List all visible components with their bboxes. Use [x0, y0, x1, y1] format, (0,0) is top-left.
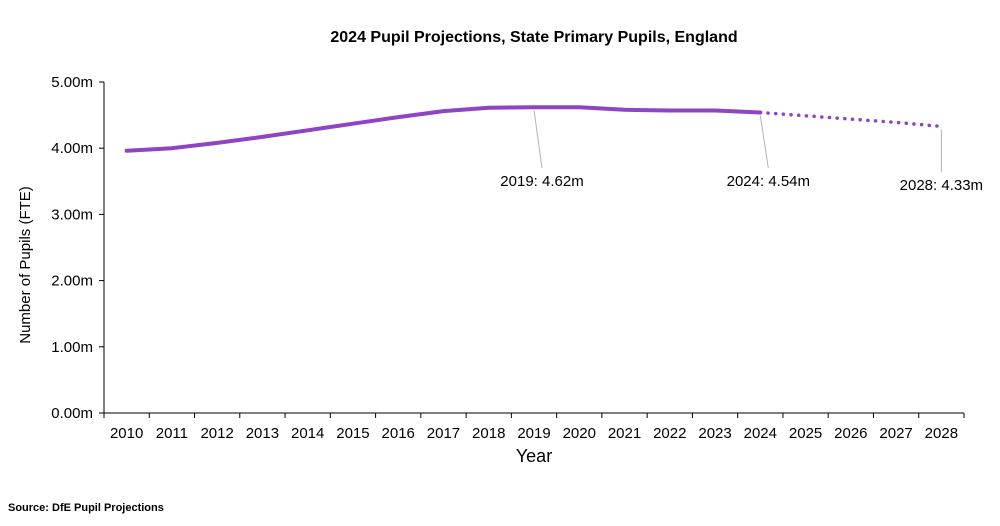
y-tick-label: 3.00m — [51, 206, 93, 223]
data-label: 2028: 4.33m — [900, 177, 983, 194]
source-note: Source: DfE Pupil Projections — [8, 502, 164, 514]
x-axis-title: Year — [516, 446, 552, 466]
x-tick-label: 2019 — [517, 425, 550, 442]
x-tick-label: 2018 — [472, 425, 505, 442]
y-tick-label: 5.00m — [51, 74, 93, 91]
x-tick-label: 2024 — [744, 425, 777, 442]
annotation-leader-line — [759, 115, 769, 169]
x-tick-label: 2014 — [291, 425, 324, 442]
x-tick-label: 2026 — [834, 425, 867, 442]
x-tick-label: 2016 — [382, 425, 415, 442]
x-tick-label: 2020 — [563, 425, 596, 442]
x-tick-label: 2023 — [698, 425, 731, 442]
y-tick-label: 0.00m — [51, 405, 93, 422]
x-tick-label: 2025 — [789, 425, 822, 442]
line-chart: 2024 Pupil Projections, State Primary Pu… — [17, 29, 983, 466]
x-tick-label: 2012 — [200, 425, 233, 442]
y-axis-title: Number of Pupils (FTE) — [17, 186, 34, 344]
annotation-leader-line — [533, 110, 543, 169]
y-tick-label: 2.00m — [51, 273, 93, 290]
x-tick-label: 2022 — [653, 425, 686, 442]
y-tick-label: 4.00m — [51, 140, 93, 157]
actual-series-line — [124, 105, 763, 153]
x-tick-label: 2011 — [156, 425, 188, 442]
x-tick-label: 2013 — [246, 425, 279, 442]
x-tick-label: 2015 — [336, 425, 369, 442]
x-tick-label: 2028 — [925, 425, 958, 442]
y-tick-label: 1.00m — [51, 339, 93, 356]
data-label: 2019: 4.62m — [500, 173, 583, 190]
x-tick-label: 2017 — [427, 425, 460, 442]
x-tick-label: 2027 — [879, 425, 912, 442]
x-tick-label: 2021 — [608, 425, 641, 442]
projected-series-line — [758, 110, 944, 129]
chart-title: 2024 Pupil Projections, State Primary Pu… — [330, 29, 737, 46]
x-tick-label: 2010 — [110, 425, 143, 442]
data-label: 2024: 4.54m — [727, 173, 810, 190]
